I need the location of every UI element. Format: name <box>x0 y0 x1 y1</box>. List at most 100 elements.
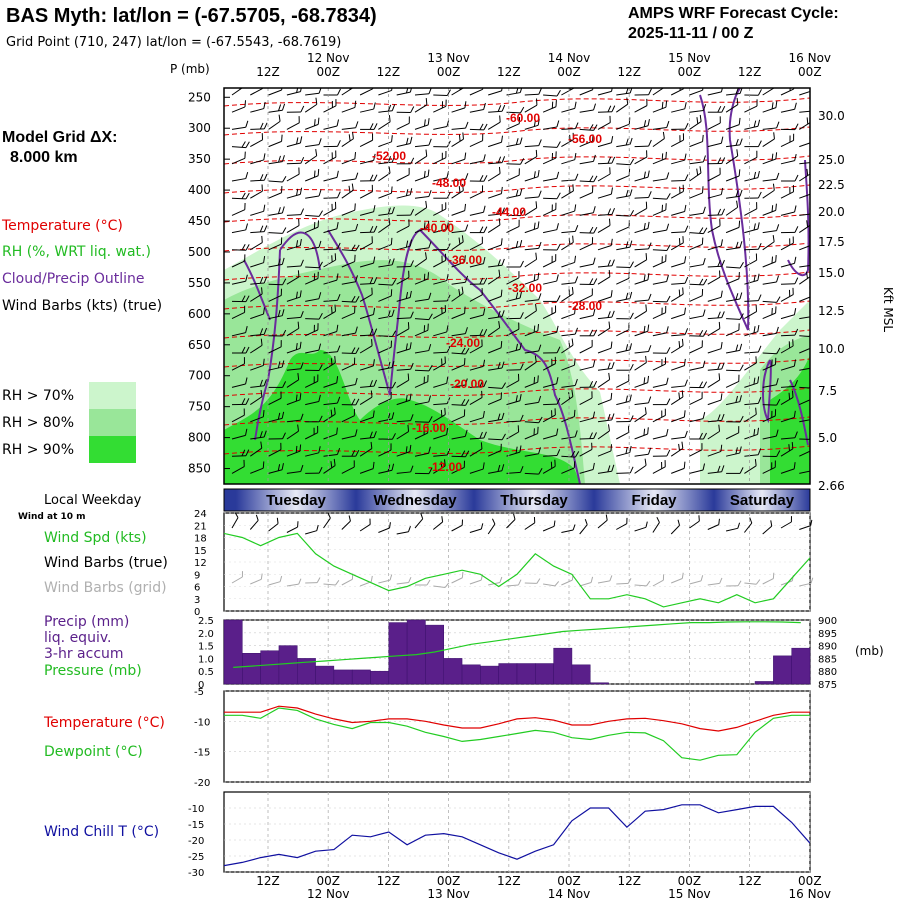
wind-barb-flag <box>241 398 246 405</box>
wind-barb-shaft <box>799 192 810 199</box>
wind-barb <box>524 468 543 475</box>
wind-barb-flag <box>330 409 333 417</box>
wind-barb-flag <box>336 222 339 229</box>
wind-barb-flag <box>260 390 263 397</box>
wind-barb-flag <box>702 155 706 163</box>
wind-barb <box>561 122 579 130</box>
wind-barb-shaft <box>231 312 245 320</box>
wind-barb-flag <box>296 137 299 145</box>
wind-barb-flag <box>407 322 410 329</box>
wind-barb-flag <box>428 190 432 197</box>
wind-barb-flag <box>409 290 412 298</box>
wind-barb <box>268 442 282 457</box>
wind-barb-flag <box>317 271 319 279</box>
wind-barb-flag <box>629 240 633 248</box>
wind-barb-flag <box>501 433 506 440</box>
wind-barb-flag <box>482 308 486 316</box>
wind-barb-shaft <box>250 467 264 474</box>
wind-barb-flag <box>736 200 739 208</box>
wind-barb <box>707 393 723 406</box>
wind-barb <box>671 102 687 113</box>
wind-barb-flag <box>245 449 250 456</box>
legend-dewpoint: Dewpoint (°C) <box>44 744 143 760</box>
wind-barb-shaft <box>360 385 375 388</box>
wind-barb-flag <box>611 259 615 266</box>
wind-barb-shaft <box>250 447 263 457</box>
wind-barb-flag <box>699 166 702 174</box>
wind-barb-flag <box>717 157 722 164</box>
wind-barb-flag <box>425 200 428 208</box>
wind-barb-flag <box>245 398 250 405</box>
wind-barb-grid <box>689 575 704 585</box>
wind-barb-flag <box>259 225 264 233</box>
wind-barb <box>396 373 410 388</box>
wind-barb <box>524 355 537 371</box>
wind-barb-flag <box>461 399 466 406</box>
wind-barb-flag <box>645 355 647 363</box>
wind-barb-shaft <box>616 163 631 166</box>
pressure-tick-label-right: 885 <box>818 654 837 665</box>
wind-chill-tick-label: -15 <box>188 820 204 831</box>
wind-barb-shaft <box>744 382 758 388</box>
wind-barb-flag <box>643 120 647 127</box>
wind-barb <box>579 308 596 320</box>
wind-barb-shaft <box>323 413 336 423</box>
wind-barb-shaft <box>286 470 301 474</box>
wind-barb <box>780 339 794 354</box>
wind-barb <box>286 341 302 354</box>
wind-barb-shaft <box>433 465 446 474</box>
wind-barb-flag <box>756 99 758 107</box>
weekday-cell <box>356 489 474 511</box>
wind-barb-shaft <box>689 243 703 251</box>
wind-barb-flag <box>682 184 684 192</box>
wind-barb <box>305 446 321 457</box>
wind-barb-flag <box>771 153 774 161</box>
wind-barb-grid <box>506 579 522 587</box>
wind-barb-flag <box>318 210 324 217</box>
wind-barb-flag <box>569 134 571 142</box>
wind-barb-shaft <box>323 228 338 234</box>
wind-barb-shaft <box>451 577 463 584</box>
wind-barb-shaft <box>725 124 740 130</box>
wind-barb-flag <box>348 515 351 522</box>
wind-barb-shaft <box>543 177 557 182</box>
wind-barb-shaft <box>634 207 647 216</box>
weekday-bar: Tuesday Wednesday Thursday Friday Saturday <box>223 488 811 512</box>
wind-barb <box>378 309 395 320</box>
wind-barb <box>469 102 486 113</box>
top-hour-tick-label: 12Z <box>256 65 280 79</box>
wind-barb <box>616 291 633 302</box>
wind-barb-shaft <box>341 384 356 388</box>
wind-barb-shaft <box>305 92 320 96</box>
wind-barb-flag <box>518 116 521 124</box>
wind-barb-flag <box>426 579 431 586</box>
wind-barb <box>799 418 810 423</box>
wind-barb-flag <box>277 361 281 369</box>
wind-barb-shaft <box>506 123 520 130</box>
wind-barb-flag <box>515 446 518 454</box>
wind-barb-flag <box>721 259 725 267</box>
wind-barb-shaft <box>286 430 299 440</box>
wind-barb <box>305 261 323 269</box>
wind-barb-flag <box>425 149 428 157</box>
wind-barb <box>799 244 810 251</box>
wind-barb <box>744 140 762 148</box>
wind-barb-flag <box>281 88 283 91</box>
wind-barb-shaft <box>616 195 631 199</box>
dewpoint-line <box>224 707 810 761</box>
wind-barb-flag <box>629 445 632 453</box>
wind-barb-flag <box>589 226 594 234</box>
wind-barb-shaft <box>652 209 666 216</box>
height-tick-label: 20.0 <box>818 205 845 219</box>
wind-barb-flag <box>354 152 357 159</box>
wind-tick-label: 3 <box>194 595 200 606</box>
wind-barb-flag <box>263 430 267 438</box>
wind-barb <box>616 466 634 474</box>
precip-bar <box>553 647 573 685</box>
wind-barb-shaft <box>652 249 667 252</box>
wind-barb <box>561 153 577 165</box>
wind-barb <box>305 189 322 199</box>
wind-barb <box>762 429 779 440</box>
wind-barb-flag <box>665 151 667 159</box>
wind-barb-flag <box>699 381 704 388</box>
